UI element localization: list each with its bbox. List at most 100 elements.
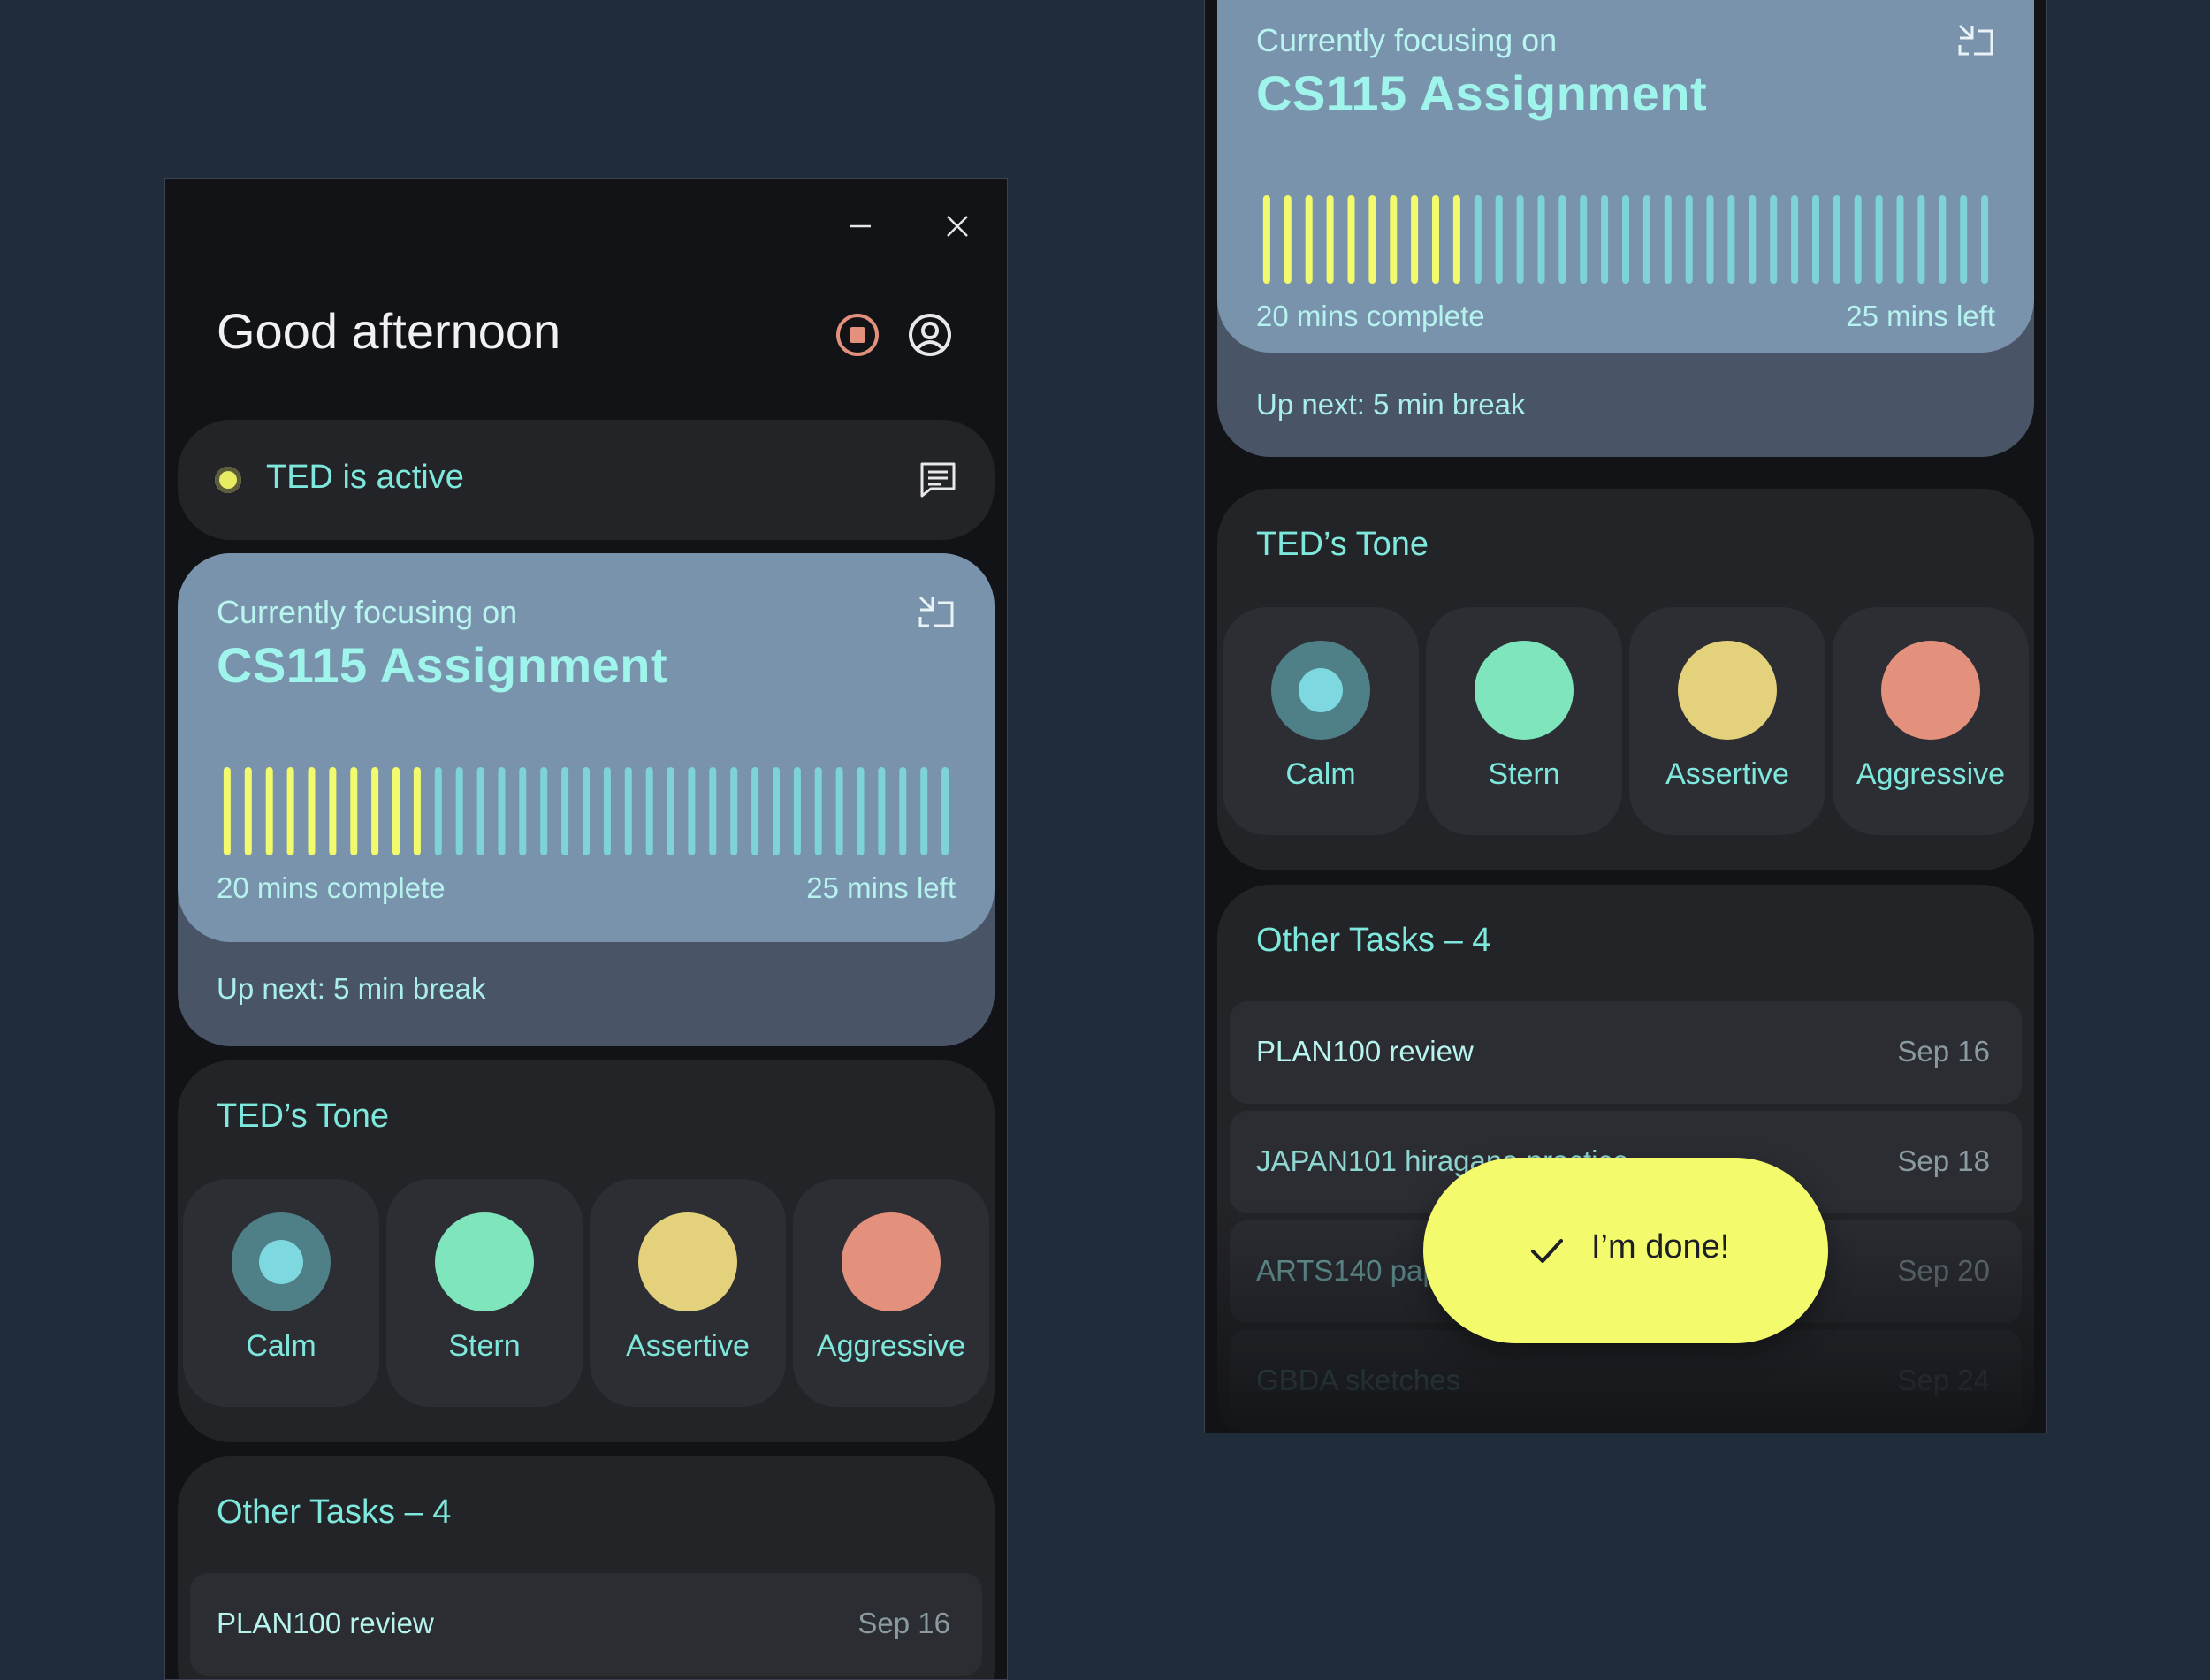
progress-bar-segment xyxy=(1812,195,1819,284)
aggressive-swatch-icon xyxy=(1881,641,1980,740)
task-date: Sep 20 xyxy=(1897,1254,1990,1287)
progress-bar-segment xyxy=(1622,195,1629,284)
tone-option-aggressive[interactable]: Aggressive xyxy=(793,1179,989,1407)
other-tasks-title: Other Tasks – 4 xyxy=(217,1494,452,1531)
progress-bar-segment xyxy=(1770,195,1778,284)
progress-bar-segment xyxy=(835,767,843,855)
task-name: PLAN100 review xyxy=(217,1607,434,1639)
minimize-icon[interactable] xyxy=(842,209,878,244)
tone-option-assertive[interactable]: Assertive xyxy=(1629,607,1825,835)
progress-bar-segment xyxy=(1749,195,1757,284)
task-date: Sep 18 xyxy=(1897,1144,1990,1177)
close-icon[interactable] xyxy=(940,209,975,244)
greeting-title: Good afternoon xyxy=(217,303,561,359)
progress-bar-segment xyxy=(709,767,717,855)
progress-bar-segment xyxy=(1917,195,1925,284)
progress-bar-segment xyxy=(1727,195,1735,284)
assertive-swatch-icon xyxy=(1678,641,1777,740)
task-name: PLAN100 review xyxy=(1256,1035,1474,1068)
stop-record-icon[interactable] xyxy=(834,311,881,359)
progress-bar-segment xyxy=(1580,195,1588,284)
progress-bar-segment xyxy=(773,767,780,855)
progress-bar-segment xyxy=(244,767,252,855)
focus-label: Currently focusing on xyxy=(217,594,518,630)
progress-bar-segment xyxy=(1642,195,1650,284)
im-done-button[interactable]: I’m done! xyxy=(1423,1158,1828,1343)
progress-bar-segment xyxy=(793,767,801,855)
other-tasks-card: Other Tasks – 4 PLAN100 review Sep 16 xyxy=(178,1456,994,1679)
progress-bar-segment xyxy=(751,767,759,855)
progress-bar-segment xyxy=(392,767,400,855)
task-row[interactable]: GBDA sketches Sep 24 xyxy=(1230,1330,2022,1433)
progress-bar-segment xyxy=(1262,195,1270,284)
progress-bar-segment xyxy=(1390,195,1398,284)
tone-option-aggressive[interactable]: Aggressive xyxy=(1833,607,2029,835)
tone-option-assertive[interactable]: Assertive xyxy=(590,1179,786,1407)
task-date: Sep 16 xyxy=(1897,1035,1990,1068)
progress-bar-segment xyxy=(814,767,822,855)
progress-bar-segment xyxy=(265,767,273,855)
progress-bar-segment xyxy=(519,767,527,855)
progress-bar-segment xyxy=(1495,195,1503,284)
progress-bar-segment xyxy=(1368,195,1376,284)
progress-bar-segment xyxy=(413,767,421,855)
progress-bar-segment xyxy=(286,767,294,855)
progress-bar-segment xyxy=(1347,195,1355,284)
progress-bar-segment xyxy=(1685,195,1693,284)
task-name: GBDA sketches xyxy=(1256,1364,1461,1396)
tone-title: TED’s Tone xyxy=(1256,526,1429,563)
expand-icon[interactable] xyxy=(917,594,956,633)
tone-option-calm[interactable]: Calm xyxy=(1223,607,1419,835)
progress-bar-segment xyxy=(1284,195,1292,284)
progress-bar-segment xyxy=(1452,195,1460,284)
tone-card: TED’s Tone Calm Stern Assertive Aggressi… xyxy=(1217,489,2034,870)
progress-bar-segment xyxy=(371,767,379,855)
progress-bar-segment xyxy=(624,767,632,855)
progress-bar-segment xyxy=(223,767,231,855)
progress-bar-segment xyxy=(878,767,886,855)
minutes-left: 25 mins left xyxy=(1846,300,1995,332)
assertive-swatch-icon xyxy=(638,1212,737,1311)
focus-card: Currently focusing on CS115 Assignment 2… xyxy=(178,553,994,942)
selected-indicator-icon xyxy=(1299,668,1343,712)
tone-label: Aggressive xyxy=(816,1329,966,1363)
progress-bar-segment xyxy=(1474,195,1482,284)
progress-bar-segment xyxy=(498,767,506,855)
focus-label: Currently focusing on xyxy=(1256,22,1558,58)
calm-swatch-icon xyxy=(232,1212,331,1311)
tone-label: Calm xyxy=(246,1329,316,1363)
aggressive-swatch-icon xyxy=(842,1212,941,1311)
task-row[interactable]: PLAN100 review Sep 16 xyxy=(190,1573,982,1676)
progress-bar-segment xyxy=(1706,195,1714,284)
progress-bar-segment xyxy=(899,767,907,855)
chat-icon[interactable] xyxy=(918,460,957,499)
progress-bar-segment xyxy=(1305,195,1313,284)
progress-bar-segment xyxy=(561,767,569,855)
selected-indicator-icon xyxy=(259,1240,303,1284)
progress-bar-segment xyxy=(1960,195,1968,284)
tone-label: Assertive xyxy=(1665,757,1789,791)
progress-bar-segment xyxy=(941,767,949,855)
stern-swatch-icon xyxy=(435,1212,534,1311)
minutes-complete: 20 mins complete xyxy=(217,871,446,904)
calm-swatch-icon xyxy=(1271,641,1370,740)
expand-icon[interactable] xyxy=(1956,22,1995,61)
tone-option-stern[interactable]: Stern xyxy=(386,1179,583,1407)
progress-bar-segment xyxy=(455,767,463,855)
task-row[interactable]: PLAN100 review Sep 16 xyxy=(1230,1001,2022,1104)
progress-bar-segment xyxy=(688,767,696,855)
progress-bar-segment xyxy=(583,767,590,855)
tone-title: TED’s Tone xyxy=(217,1098,390,1135)
tone-option-calm[interactable]: Calm xyxy=(183,1179,379,1407)
progress-bar-segment xyxy=(1939,195,1947,284)
progress-bar-segment xyxy=(1601,195,1609,284)
progress-bar-segment xyxy=(667,767,674,855)
tone-option-stern[interactable]: Stern xyxy=(1426,607,1622,835)
progress-bar-segment xyxy=(308,767,316,855)
progress-bar-segment xyxy=(603,767,611,855)
progress-bar-segment xyxy=(1432,195,1439,284)
account-icon[interactable] xyxy=(906,311,954,359)
progress-bar-segment xyxy=(1326,195,1334,284)
tone-label: Calm xyxy=(1285,757,1356,791)
progress-bar-segment xyxy=(645,767,653,855)
